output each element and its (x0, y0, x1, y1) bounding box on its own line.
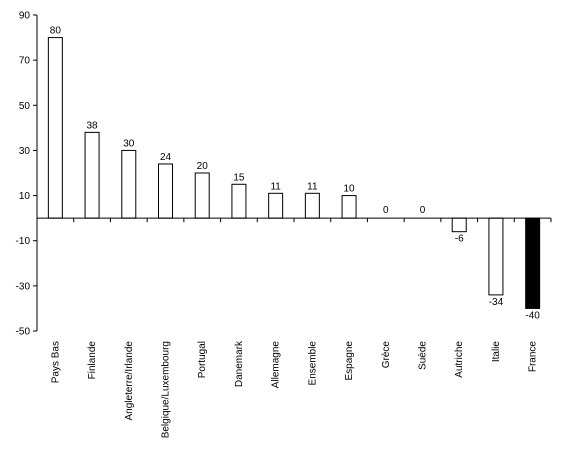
y-tick-label: -30 (16, 281, 31, 292)
x-tick-label-7: Ensemble (307, 341, 318, 386)
x-tick-label-12: Italie (491, 341, 502, 363)
x-tick-label-10: Suède (418, 341, 429, 370)
x-tick-label-6: Allemagne (271, 341, 282, 389)
data-label-5: 15 (233, 172, 245, 183)
bar-6 (268, 192, 284, 219)
data-label-1: 38 (87, 120, 99, 131)
x-tick-label-11: Autriche (454, 341, 465, 378)
data-label-13: -40 (525, 310, 540, 321)
y-tick-label: 30 (19, 146, 31, 157)
x-axis (36, 217, 552, 223)
y-axis: 90 70 50 30 10 -10 -30 -50 (16, 11, 38, 338)
data-label-12: -34 (489, 297, 504, 308)
data-label-7: 11 (307, 181, 318, 192)
x-tick-label-9: Grèce (381, 341, 392, 369)
data-label-10: 0 (420, 205, 426, 216)
y-tick-label: -10 (16, 236, 31, 247)
y-tick-label: 50 (19, 101, 31, 112)
bars (47, 37, 541, 309)
y-tick-label: 10 (19, 191, 31, 202)
y-tick-label: 90 (19, 11, 31, 22)
data-label-2: 30 (123, 138, 135, 149)
bar-2 (121, 149, 137, 219)
data-label-8: 10 (344, 184, 356, 195)
bar-3 (158, 163, 173, 219)
x-tick-label-0: Pays Bas (50, 341, 61, 383)
x-tick-label-1: Finlande (87, 341, 98, 380)
x-tick-label-3: Belgique/Luxembourg (161, 341, 172, 438)
y-tick-label: 70 (19, 56, 31, 67)
x-tick-labels: Pays Bas Finlande Angleterre/Irlande Belgiq… (50, 340, 538, 438)
data-labels: 80 38 30 24 20 15 11 11 10 0 0 -6 -34 -40 (50, 26, 541, 322)
data-label-9: 0 (383, 205, 389, 216)
bar-0 (47, 37, 63, 219)
y-tick-label: -50 (16, 327, 31, 338)
bar-12 (488, 217, 504, 296)
bar-4 (194, 172, 210, 219)
x-tick-label-5: Danemark (234, 340, 245, 387)
bar-1 (84, 131, 100, 219)
data-label-0: 80 (50, 26, 62, 37)
data-label-3: 24 (160, 152, 172, 163)
bar-11 (451, 217, 467, 233)
x-tick-label-2: Angleterre/Irlande (124, 341, 135, 421)
bar-8 (341, 195, 357, 219)
data-label-4: 20 (197, 161, 209, 172)
bar-7 (304, 192, 320, 219)
x-tick-label-8: Espagne (344, 341, 355, 381)
bar-13 (525, 217, 541, 309)
data-label-11: -6 (455, 234, 464, 245)
x-tick-label-4: Portugal (197, 341, 208, 378)
data-label-6: 11 (270, 181, 281, 192)
bar-5 (231, 183, 247, 219)
x-tick-label-13: France (528, 341, 539, 373)
